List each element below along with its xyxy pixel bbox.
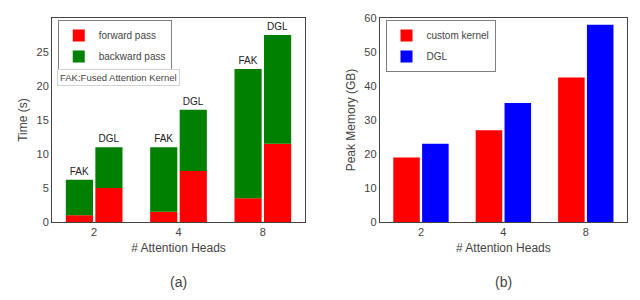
svg-text:FAK: FAK (238, 55, 257, 66)
svg-text:25: 25 (37, 46, 49, 58)
svg-text:60: 60 (364, 12, 376, 24)
svg-text:DGL: DGL (98, 133, 119, 144)
svg-text:2: 2 (418, 226, 424, 238)
svg-text:2: 2 (91, 226, 97, 238)
svg-text:# Attention Heads: # Attention Heads (131, 241, 226, 255)
svg-text:# Attention Heads: # Attention Heads (456, 241, 551, 255)
svg-text:DGL: DGL (183, 96, 204, 107)
svg-text:20: 20 (37, 80, 49, 92)
svg-text:Time (s): Time (s) (16, 98, 30, 142)
svg-text:DGL: DGL (427, 51, 448, 62)
svg-text:0: 0 (370, 216, 376, 228)
svg-text:30: 30 (364, 114, 376, 126)
svg-text:5: 5 (43, 182, 49, 194)
svg-text:Peak Memory (GB): Peak Memory (GB) (344, 69, 358, 172)
svg-text:8: 8 (583, 226, 589, 238)
svg-text:15: 15 (37, 114, 49, 126)
svg-text:8: 8 (260, 226, 266, 238)
svg-text:FAK: FAK (154, 133, 173, 144)
svg-text:10: 10 (37, 148, 49, 160)
svg-text:(b): (b) (495, 274, 512, 290)
svg-text:(a): (a) (170, 274, 187, 290)
svg-text:0: 0 (43, 216, 49, 228)
svg-text:20: 20 (364, 148, 376, 160)
svg-text:50: 50 (364, 46, 376, 58)
svg-text:custom kernel: custom kernel (427, 30, 489, 41)
svg-text:backward pass: backward pass (99, 51, 166, 62)
svg-text:FAK:Fused Attention Kernel: FAK:Fused Attention Kernel (60, 72, 177, 83)
svg-text:4: 4 (500, 226, 506, 238)
svg-text:4: 4 (175, 226, 181, 238)
svg-text:forward pass: forward pass (99, 30, 156, 41)
svg-text:FAK: FAK (70, 166, 89, 177)
svg-text:10: 10 (364, 182, 376, 194)
svg-text:40: 40 (364, 80, 376, 92)
svg-text:DGL: DGL (267, 21, 288, 32)
